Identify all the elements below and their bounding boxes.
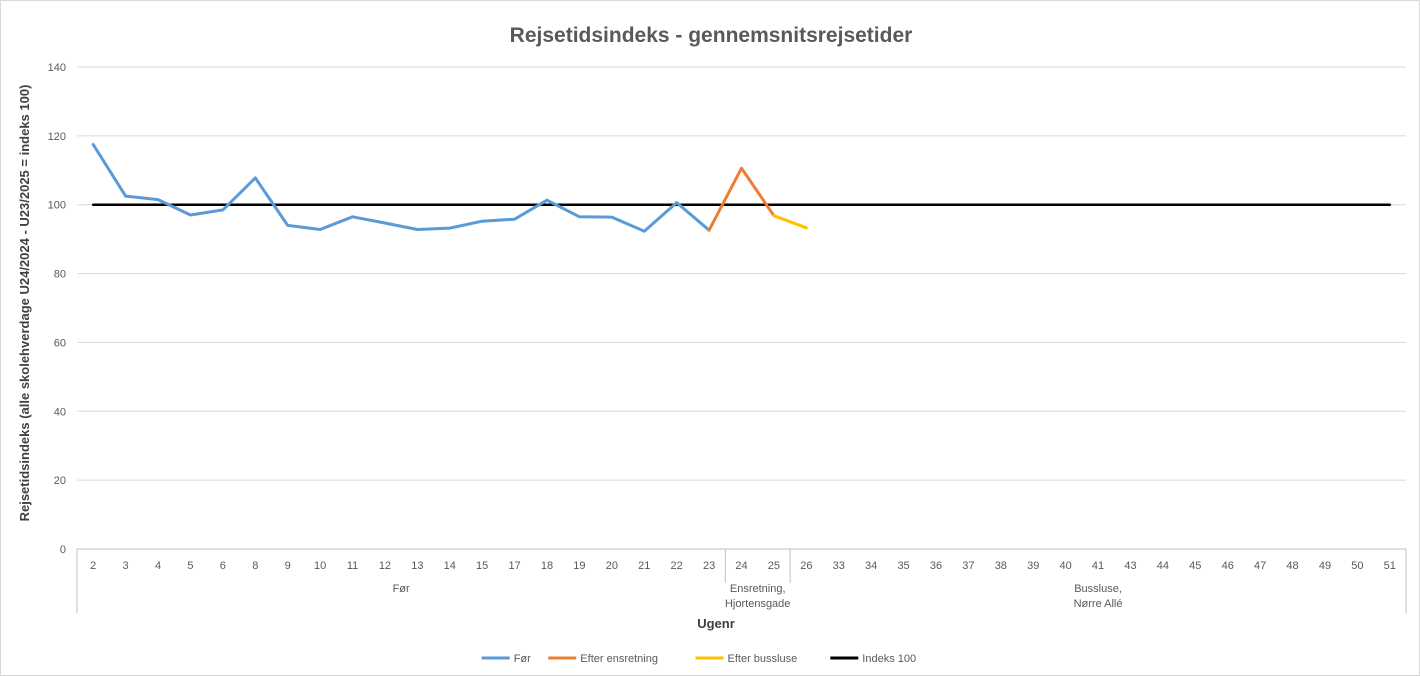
x-tick-label: 13 xyxy=(411,560,423,572)
x-tick-label: 9 xyxy=(285,560,291,572)
series-line xyxy=(772,214,808,230)
x-tick-label: 3 xyxy=(123,560,129,572)
x-tick-label: 46 xyxy=(1222,560,1234,572)
x-tick-label: 19 xyxy=(573,560,585,572)
x-tick-label: 47 xyxy=(1254,560,1266,572)
x-tick-label: 35 xyxy=(897,560,909,572)
x-tick-label: 12 xyxy=(379,560,391,572)
x-tick-label: 14 xyxy=(444,560,456,572)
x-tick-label: 5 xyxy=(187,560,193,572)
x-axis-title: Ugenr xyxy=(697,616,735,631)
x-tick-label: 38 xyxy=(995,560,1007,572)
x-tick-label: 23 xyxy=(703,560,715,572)
x-tick-label: 36 xyxy=(930,560,942,572)
y-tick-label: 20 xyxy=(54,475,66,487)
x-tick-label: 6 xyxy=(220,560,226,572)
x-tick-label: 10 xyxy=(314,560,326,572)
y-axis-ticks: 0 20 40 60 80 100 120 140 xyxy=(48,62,66,556)
x-tick-label: 8 xyxy=(252,560,258,572)
x-tick-label: 24 xyxy=(735,560,747,572)
series-lines xyxy=(91,143,1392,233)
x-axis-groups: Før Ensretning, Hjortensgade Bussluse, Nørre… xyxy=(76,549,1407,613)
x-axis-ticks: 2 3 4 5 6 8 9 10 11 12 13 14 15 17 18 19 20 21 22 23 24 25 26 3… xyxy=(90,560,1396,572)
x-tick-label: 33 xyxy=(833,560,845,572)
series-line xyxy=(91,143,711,233)
y-axis-title: Rejsetidsindeks (alle skolehverdage U24/… xyxy=(17,85,32,522)
legend-label: Efter ensretning xyxy=(580,653,658,665)
series-line xyxy=(707,166,776,232)
y-tick-label: 60 xyxy=(54,337,66,349)
x-tick-label: 17 xyxy=(508,560,520,572)
legend-label: Før xyxy=(514,653,531,665)
grid xyxy=(77,66,1406,550)
group-label: Nørre Allé xyxy=(1074,598,1123,610)
x-tick-label: 50 xyxy=(1351,560,1363,572)
x-tick-label: 22 xyxy=(671,560,683,572)
legend: Før Efter ensretning Efter bussluse Indeks … xyxy=(481,653,916,665)
x-tick-label: 25 xyxy=(768,560,780,572)
x-tick-label: 48 xyxy=(1286,560,1298,572)
group-label: Før xyxy=(393,583,410,595)
y-tick-label: 80 xyxy=(54,269,66,281)
x-tick-label: 4 xyxy=(155,560,161,572)
x-tick-label: 26 xyxy=(800,560,812,572)
y-tick-label: 140 xyxy=(48,62,66,74)
x-tick-label: 45 xyxy=(1189,560,1201,572)
x-tick-label: 37 xyxy=(962,560,974,572)
x-tick-label: 40 xyxy=(1060,560,1072,572)
legend-label: Efter bussluse xyxy=(728,653,798,665)
x-tick-label: 18 xyxy=(541,560,553,572)
chart-title: Rejsetidsindeks - gennemsnitsrejsetider xyxy=(510,24,913,47)
x-tick-label: 15 xyxy=(476,560,488,572)
y-tick-label: 120 xyxy=(48,131,66,143)
x-tick-label: 39 xyxy=(1027,560,1039,572)
x-tick-label: 2 xyxy=(90,560,96,572)
y-tick-label: 40 xyxy=(54,406,66,418)
x-tick-label: 34 xyxy=(865,560,877,572)
x-tick-label: 43 xyxy=(1124,560,1136,572)
y-tick-label: 0 xyxy=(60,544,66,556)
x-tick-label: 41 xyxy=(1092,560,1104,572)
group-label: Bussluse, xyxy=(1074,583,1122,595)
group-label: Hjortensgade xyxy=(725,598,790,610)
group-label: Ensretning, xyxy=(730,583,786,595)
x-tick-label: 20 xyxy=(606,560,618,572)
x-tick-label: 21 xyxy=(638,560,650,572)
y-tick-label: 100 xyxy=(48,200,66,212)
x-tick-label: 51 xyxy=(1384,560,1396,572)
legend-label: Indeks 100 xyxy=(862,653,916,665)
x-tick-label: 11 xyxy=(347,560,358,572)
x-tick-label: 44 xyxy=(1157,560,1169,572)
x-tick-label: 49 xyxy=(1319,560,1331,572)
